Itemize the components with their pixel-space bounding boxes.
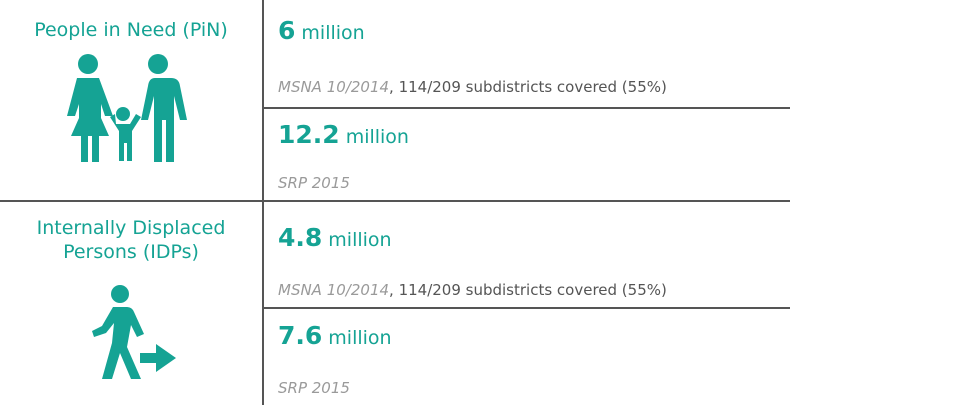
divider [262,307,790,309]
figure-unit: million [328,327,392,349]
divider [262,0,264,405]
figure: 7.6 million [278,321,392,350]
source-note: , 114/209 subdistricts covered (55%) [389,78,667,96]
source-name: MSNA 10/2014 [278,78,390,96]
source: MSNA 10/2014, 114/209 subdistricts cover… [278,78,667,96]
figure-value: 6 [278,16,296,45]
section-label: People in Need (PiN) [34,19,228,41]
figure-value: 4.8 [278,223,323,252]
divider [0,200,790,202]
figure-unit: million [328,229,392,251]
figure: 12.2 million [278,120,409,149]
figure: 6 million [278,16,365,45]
section-label: Internally Displaced Persons (IDPs) [36,217,226,263]
figure-unit: million [301,22,365,44]
figure: 4.8 million [278,223,392,252]
source-name: MSNA 10/2014 [278,281,390,299]
source: MSNA 10/2014, 114/209 subdistricts cover… [278,281,667,299]
source-name: SRP 2015 [278,379,350,397]
source-name: SRP 2015 [278,174,350,192]
figure-value: 12.2 [278,120,340,149]
source: SRP 2015 [278,379,350,397]
source-note: , 114/209 subdistricts covered (55%) [389,281,667,299]
family-icon [67,54,187,162]
source: SRP 2015 [278,174,350,192]
walking-icon [92,285,176,379]
divider [262,107,790,109]
figure-unit: million [345,126,409,148]
figure-value: 7.6 [278,321,323,350]
